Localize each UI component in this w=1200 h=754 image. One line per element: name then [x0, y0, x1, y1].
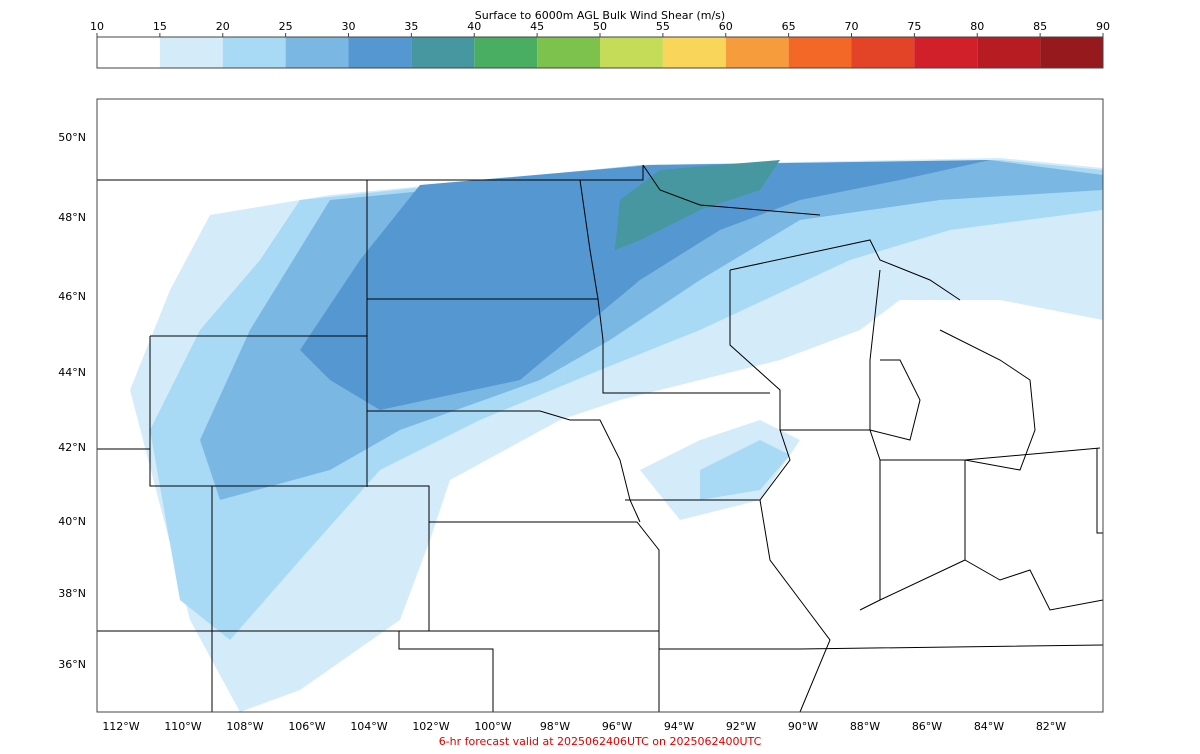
- shear-30-35: [300, 160, 990, 410]
- colorbar-title: Surface to 6000m AGL Bulk Wind Shear (m/…: [475, 9, 725, 22]
- colorbar-tick-label: 55: [656, 20, 670, 33]
- colorbar-tick-label: 80: [970, 20, 984, 33]
- colorbar-bin: [725, 37, 789, 68]
- lon-label: 110°W: [164, 720, 201, 733]
- shear-20-25: [700, 440, 790, 500]
- lon-label: 94°W: [664, 720, 694, 733]
- colorbar-tick-label: 10: [90, 20, 104, 33]
- colorbar-tick-label: 70: [845, 20, 859, 33]
- lat-label: 40°N: [58, 515, 86, 528]
- lat-labels: 50°N 48°N 46°N 44°N 42°N 40°N 38°N 36°N: [58, 131, 86, 671]
- lon-label: 102°W: [412, 720, 449, 733]
- colorbar-tick-label: 90: [1096, 20, 1110, 33]
- colorbar-bin: [474, 37, 538, 68]
- colorbar-tick-label: 60: [719, 20, 733, 33]
- lon-label: 96°W: [602, 720, 632, 733]
- lon-label: 108°W: [226, 720, 263, 733]
- lon-label: 86°W: [912, 720, 942, 733]
- colorbar-tick-label: 75: [907, 20, 921, 33]
- map: [96, 98, 1104, 713]
- colorbar-bin: [97, 37, 160, 68]
- lon-label: 90°W: [788, 720, 818, 733]
- lat-label: 46°N: [58, 290, 86, 303]
- colorbar-bin: [914, 37, 978, 68]
- colorbar-bin: [851, 37, 915, 68]
- colorbar-tick-label: 45: [530, 20, 544, 33]
- lon-label: 84°W: [974, 720, 1004, 733]
- lat-label: 42°N: [58, 441, 86, 454]
- colorbar-bin: [159, 37, 223, 68]
- lat-label: 38°N: [58, 587, 86, 600]
- map-frame: [96, 98, 1104, 713]
- colorbar-bin: [411, 37, 475, 68]
- colorbar-bin: [600, 37, 663, 68]
- colorbar-bin: [1040, 37, 1103, 68]
- shear-35-40: [615, 160, 780, 250]
- colorbar-tick-label: 30: [342, 20, 356, 33]
- colorbar-tick-label: 20: [216, 20, 230, 33]
- lat-label: 48°N: [58, 211, 86, 224]
- lon-label: 106°W: [288, 720, 325, 733]
- lon-label: 92°W: [726, 720, 756, 733]
- colorbar-bin: [977, 37, 1041, 68]
- lon-label: 100°W: [474, 720, 511, 733]
- lon-label: 88°W: [850, 720, 880, 733]
- colorbar-bin: [285, 37, 349, 68]
- colorbar-tick-label: 50: [593, 20, 607, 33]
- colorbar-tick-label: 65: [782, 20, 796, 33]
- colorbar-tick-label: 15: [153, 20, 167, 33]
- lon-label: 98°W: [540, 720, 570, 733]
- state-borders: [97, 164, 1104, 713]
- colorbar-tick-label: 25: [279, 20, 293, 33]
- colorbar-bin: [348, 37, 412, 68]
- colorbar-tick-label: 35: [404, 20, 418, 33]
- colorbar-bin: [537, 37, 600, 68]
- colorbar-tick-label: 40: [467, 20, 481, 33]
- lon-label: 104°W: [350, 720, 387, 733]
- forecast-footer: 6-hr forecast valid at 2025062406UTC on …: [439, 735, 762, 748]
- lat-label: 50°N: [58, 131, 86, 144]
- lon-label: 112°W: [102, 720, 139, 733]
- colorbar-tick-label: 85: [1033, 20, 1047, 33]
- lon-labels: 112°W 110°W 108°W 106°W 104°W 102°W 100°W 98°W 9…: [102, 720, 1066, 733]
- colorbar-bin: [662, 37, 726, 68]
- colorbar-bin: [788, 37, 852, 68]
- colorbar: 10 15 20 25 30 35 40 45 50 55 60 65 70 75 80 85 90: [90, 20, 1110, 68]
- lat-label: 36°N: [58, 658, 86, 671]
- colorbar-bin: [222, 37, 286, 68]
- lon-label: 82°W: [1036, 720, 1066, 733]
- colorbar-frame: [96, 36, 1104, 69]
- lat-label: 44°N: [58, 366, 86, 379]
